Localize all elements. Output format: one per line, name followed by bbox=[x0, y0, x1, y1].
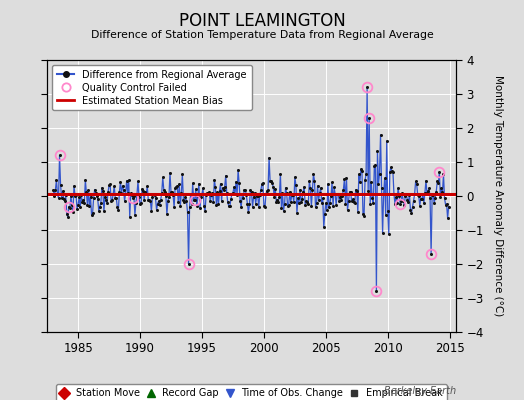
Legend: Station Move, Record Gap, Time of Obs. Change, Empirical Break: Station Move, Record Gap, Time of Obs. C… bbox=[56, 384, 447, 400]
Text: Difference of Station Temperature Data from Regional Average: Difference of Station Temperature Data f… bbox=[91, 30, 433, 40]
Text: POINT LEAMINGTON: POINT LEAMINGTON bbox=[179, 12, 345, 30]
Text: Berkeley Earth: Berkeley Earth bbox=[384, 386, 456, 396]
Y-axis label: Monthly Temperature Anomaly Difference (°C): Monthly Temperature Anomaly Difference (… bbox=[493, 75, 503, 317]
